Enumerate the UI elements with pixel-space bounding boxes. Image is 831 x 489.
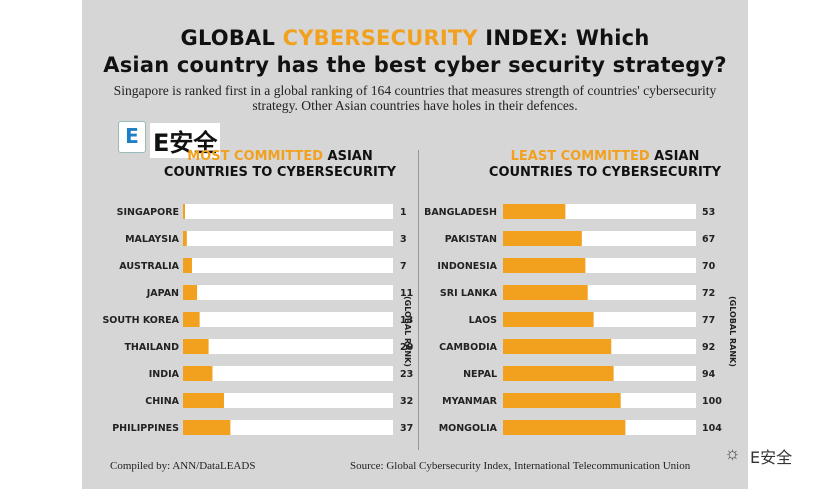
title-line-1: GLOBAL CYBERSECURITY INDEX: Which: [180, 26, 650, 50]
right-value-label: 72: [702, 288, 715, 299]
right-category-label: BANGLADESH: [424, 207, 497, 218]
left-category-label: MALAYSIA: [125, 234, 180, 245]
title-line-2: Asian country has the best cyber securit…: [103, 53, 727, 77]
right-value-label: 77: [702, 315, 715, 326]
right-value-label: 94: [702, 369, 716, 380]
left-bar: [183, 339, 209, 354]
right-bar: [503, 393, 621, 408]
footer-compiled-by: Compiled by: ANN/DataLEADS: [110, 460, 256, 472]
left-bar-track: [183, 285, 393, 300]
chart-divider: [418, 150, 419, 450]
left-bar: [183, 393, 224, 408]
left-value-label: 37: [400, 423, 413, 434]
right-category-label: PAKISTAN: [445, 234, 497, 245]
left-heading-accent: MOST COMMITTED: [187, 149, 324, 164]
left-bar-track: [183, 339, 393, 354]
right-heading-line2: COUNTRIES TO CYBERSECURITY: [488, 165, 722, 180]
left-bar-track: [183, 420, 393, 435]
left-value-label: 1: [400, 207, 407, 218]
left-category-label: THAILAND: [124, 342, 179, 353]
right-category-label: LAOS: [469, 315, 497, 326]
brand-logo: E E安全: [118, 121, 253, 158]
right-category-label: SRI LANKA: [440, 288, 498, 299]
right-bar: [503, 204, 566, 219]
right-category-label: CAMBODIA: [439, 342, 498, 353]
left-value-label: 32: [400, 396, 413, 407]
right-chart-heading: LEAST COMMITTED ASIAN COUNTRIES TO CYBER…: [488, 149, 722, 180]
right-value-label: 53: [702, 207, 715, 218]
right-bar: [503, 366, 614, 381]
left-bar: [183, 312, 200, 327]
wechat-icon: ☼: [724, 443, 741, 463]
right-bar: [503, 231, 582, 246]
left-bar-track: [183, 204, 393, 219]
left-bar-track: [183, 312, 393, 327]
left-value-label: 11: [400, 288, 413, 299]
left-chart-heading: MOST COMMITTED ASIAN COUNTRIES TO CYBERS…: [163, 149, 397, 180]
left-bar: [183, 204, 185, 219]
left-bar-track: [183, 231, 393, 246]
left-value-label: 13: [400, 315, 413, 326]
left-bar: [183, 258, 192, 273]
right-bar: [503, 285, 588, 300]
left-category-label: JAPAN: [146, 288, 179, 299]
right-value-label: 100: [702, 396, 722, 407]
left-bar-track: [183, 393, 393, 408]
left-bar: [183, 231, 187, 246]
right-value-label: 104: [702, 423, 722, 434]
left-rank-axis-label: (GLOBAL RANK): [403, 296, 412, 367]
left-category-label: AUSTRALIA: [119, 261, 179, 272]
left-category-label: SOUTH KOREA: [102, 315, 179, 326]
right-category-label: MYANMAR: [442, 396, 498, 407]
right-value-label: 92: [702, 342, 715, 353]
right-bar: [503, 312, 594, 327]
title-accent: CYBERSECURITY: [282, 26, 478, 50]
left-bar-track: [183, 366, 393, 381]
left-heading-line2: COUNTRIES TO CYBERSECURITY: [163, 165, 397, 180]
left-value-label: 23: [400, 369, 413, 380]
left-bar: [183, 285, 198, 300]
right-rank-axis-label: (GLOBAL RANK): [728, 296, 737, 367]
left-category-label: SINGAPORE: [117, 207, 179, 218]
watermark-text: E安全: [750, 448, 793, 467]
right-bar: [503, 420, 626, 435]
right-category-label: INDONESIA: [437, 261, 497, 272]
right-category-label: NEPAL: [463, 369, 497, 380]
left-category-label: CHINA: [145, 396, 179, 407]
left-value-label: 20: [400, 342, 414, 353]
right-value-label: 67: [702, 234, 715, 245]
watermark: ☼ E安全: [724, 441, 824, 467]
left-bar: [183, 366, 213, 381]
left-category-label: INDIA: [149, 369, 180, 380]
left-value-label: 3: [400, 234, 407, 245]
logo-mark-icon: E: [118, 121, 146, 153]
right-value-label: 70: [702, 261, 716, 272]
subtitle: Singapore is ranked first in a global ra…: [113, 83, 717, 113]
right-bar: [503, 258, 586, 273]
footer-source: Source: Global Cybersecurity Index, Inte…: [350, 460, 691, 472]
right-category-label: MONGOLIA: [439, 423, 498, 434]
logo-text: E安全: [150, 123, 221, 158]
right-heading-accent: LEAST COMMITTED: [510, 149, 650, 164]
left-value-label: 7: [400, 261, 407, 272]
left-category-label: PHILIPPINES: [112, 423, 179, 434]
left-bar-track: [183, 258, 393, 273]
right-bar: [503, 339, 612, 354]
left-bar: [183, 420, 231, 435]
